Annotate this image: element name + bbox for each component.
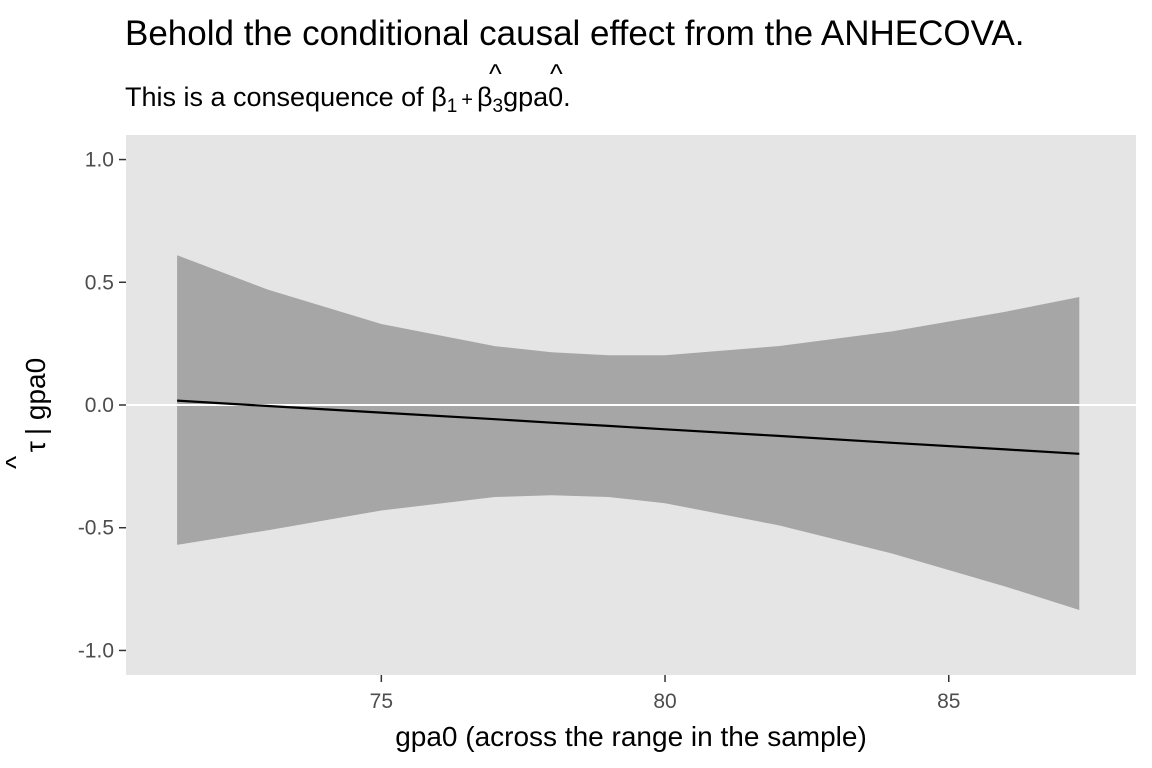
- x-axis-title: gpa0 (across the range in the sample): [395, 721, 867, 752]
- y-axis: 1.0 0.5 0.0 -0.5 -1.0: [78, 149, 126, 662]
- y-axis-title-text: τ| gpa0: [20, 358, 51, 452]
- y-tick-label: 0.5: [85, 271, 114, 294]
- tau-hat: ^: [0, 456, 31, 469]
- chart-title: Behold the conditional causal effect fro…: [125, 14, 1024, 53]
- y-tick-label: 0.0: [85, 394, 114, 417]
- y-axis-title: τ| gpa0 ^: [0, 358, 51, 469]
- x-tick-label: 80: [653, 690, 676, 713]
- y-tick-label: -1.0: [78, 639, 114, 662]
- beta1-hat: ^: [489, 59, 502, 89]
- x-tick-label: 75: [370, 690, 393, 713]
- beta3-hat: ^: [550, 59, 563, 89]
- x-tick-label: 85: [937, 690, 960, 713]
- x-axis: 75 80 85: [370, 675, 960, 713]
- chart-subtitle: This is a consequence of β1 + β3gpa0.: [125, 82, 571, 117]
- y-tick-label: 1.0: [85, 149, 114, 172]
- estimate-line: [177, 399, 1080, 455]
- y-tick-label: -0.5: [78, 517, 114, 540]
- confidence-ribbon: [177, 255, 1080, 611]
